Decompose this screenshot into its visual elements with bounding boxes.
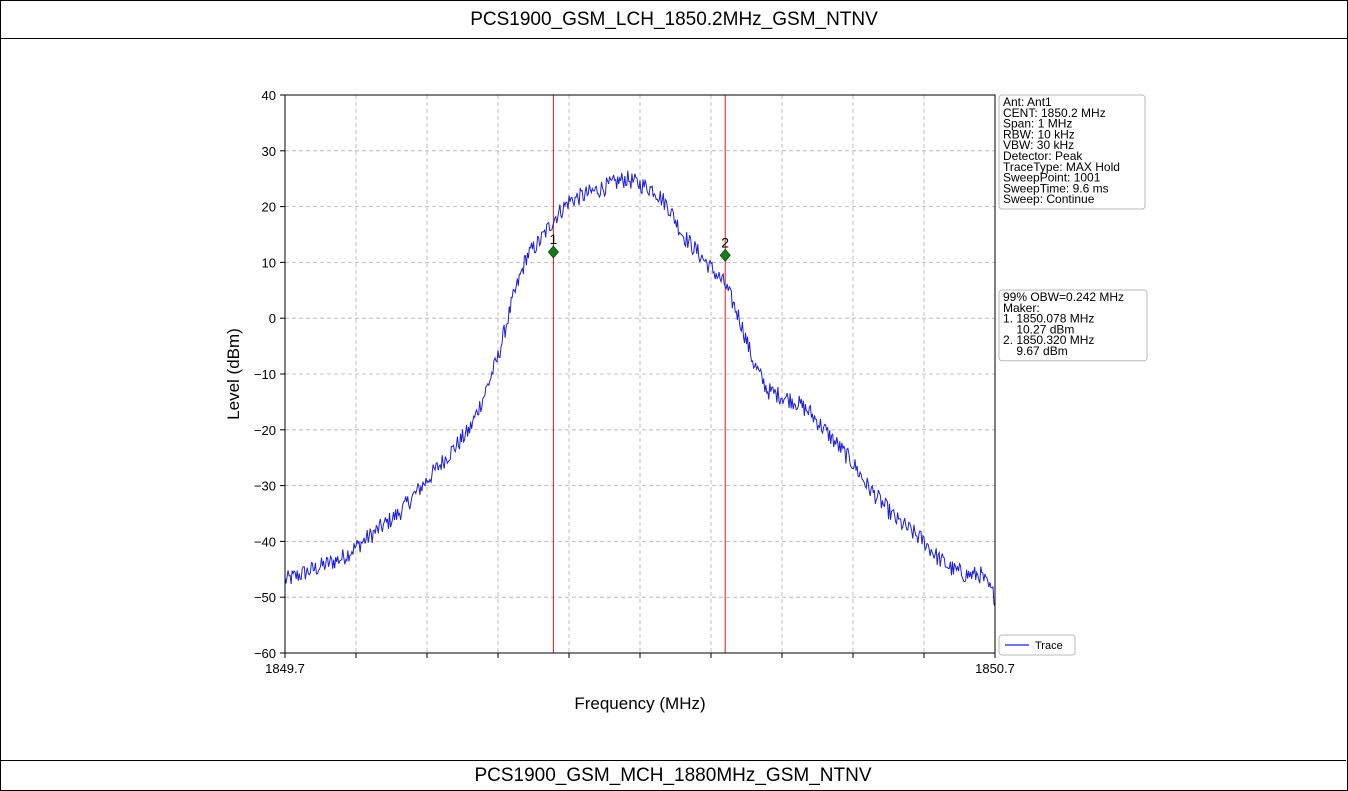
y-tick-label: 20 xyxy=(262,200,276,215)
obw-lines xyxy=(552,95,726,653)
info-line: 9.67 dBm xyxy=(1003,344,1068,358)
info-line: 99% OBW=0.242 MHz xyxy=(1003,290,1124,304)
y-axis-ticks: 40 30 20 10 0 −10 −20 −30 −40 −50 −60 xyxy=(254,88,285,661)
info-box-border xyxy=(998,289,1148,362)
x-tick-label: 1850.7 xyxy=(975,661,1015,676)
info-line: Detector: Peak xyxy=(1003,149,1083,163)
x-tick-label: 1849.7 xyxy=(265,661,305,676)
y-tick-label: 10 xyxy=(262,255,276,270)
y-tick-label: −60 xyxy=(254,646,276,661)
info-box-border xyxy=(998,94,1146,210)
y-tick-label: 40 xyxy=(262,88,276,103)
info-line: TraceType: MAX Hold xyxy=(1003,160,1120,174)
y-tick-label: 0 xyxy=(269,311,276,326)
info-line: 2. 1850.320 MHz xyxy=(1003,333,1094,347)
x-axis-ticks: 1849.7 1850.7 xyxy=(265,653,1015,676)
next-section-title: PCS1900_GSM_MCH_1880MHz_GSM_NTNV xyxy=(474,765,872,786)
y-tick-label: 30 xyxy=(262,144,276,159)
legend-entry: Trace xyxy=(1035,640,1063,652)
y-tick-label: −50 xyxy=(254,590,276,605)
grid xyxy=(285,95,995,653)
info-line: Sweep: Continue xyxy=(1003,192,1095,206)
y-axis-label: Level (dBm) xyxy=(224,328,243,420)
marker-label: 2 xyxy=(721,234,729,250)
y-tick-label: −40 xyxy=(254,534,276,549)
info-line: SweepPoint: 1001 xyxy=(1003,171,1101,185)
info-line: SweepTime: 9.6 ms xyxy=(1003,181,1109,195)
info-line: 10.27 dBm xyxy=(1003,322,1074,336)
info-line: CENT: 1850.2 MHz xyxy=(1003,106,1106,120)
trace-series xyxy=(284,170,996,607)
info-line: VBW: 30 kHz xyxy=(1003,138,1074,152)
y-tick-label: −10 xyxy=(254,367,276,382)
x-axis-label: Frequency (MHz) xyxy=(574,694,705,713)
page-title: PCS1900_GSM_LCH_1850.2MHz_GSM_NTNV xyxy=(1,1,1347,39)
legend-border xyxy=(998,634,1076,656)
divider xyxy=(0,760,1346,761)
info-line: 1. 1850.078 MHz xyxy=(1003,312,1094,326)
info-line: Span: 1 MHz xyxy=(1003,117,1072,131)
info-line: Maker: xyxy=(1003,301,1040,315)
y-tick-label: −30 xyxy=(254,479,276,494)
marker-2 xyxy=(719,248,731,262)
legend: Trace xyxy=(998,634,1076,656)
marker-1 xyxy=(547,245,559,259)
info-line: Ant: Ant1 xyxy=(1003,95,1052,109)
info-line: RBW: 10 kHz xyxy=(1003,127,1075,141)
trace-line xyxy=(284,170,996,607)
marker-label: 1 xyxy=(549,231,557,247)
y-tick-label: −20 xyxy=(254,423,276,438)
